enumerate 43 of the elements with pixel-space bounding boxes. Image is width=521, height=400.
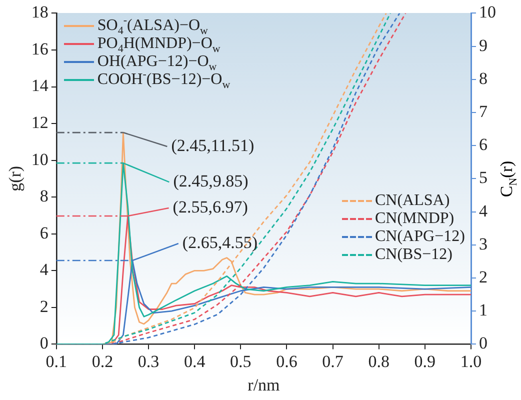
y2-tick-label: 1: [479, 300, 488, 320]
annotation: (2.45,9.85): [173, 172, 248, 191]
y-tick-label: 12: [31, 113, 48, 132]
y-tick-label: 4: [40, 260, 49, 280]
y2-tick-label: 3: [479, 234, 488, 254]
annotation: (2.65,4.55): [182, 233, 258, 252]
y-tick-label: 18: [31, 2, 48, 22]
x-tick-label: 0.2: [92, 352, 114, 371]
legend-label: CN(BS−12): [375, 246, 452, 264]
y-tick-label: 8: [40, 186, 48, 206]
x-tick-label: 0.4: [184, 352, 206, 371]
x-tick-label: 0.7: [322, 352, 344, 371]
y2-tick-label: 6: [479, 135, 488, 154]
y2-tick-label: 5: [479, 168, 488, 188]
x-tick-label: 0.5: [230, 352, 252, 371]
legend-label: SO$_{4}$$^{-}$(ALSA)−O$_{w}$: [97, 14, 208, 38]
x-tick-label: 0.1: [46, 352, 68, 371]
annotation: (2.55,6.97): [172, 198, 248, 216]
legend-label: CN(MNDP): [375, 210, 454, 228]
y2-tick-label: 10: [479, 2, 496, 22]
legend-label: CN(APG−12): [375, 228, 465, 246]
y2-tick-label: 8: [479, 68, 488, 88]
y-tick-label: 0: [40, 334, 48, 353]
y-tick-label: 16: [31, 39, 48, 58]
y-tick-label: 6: [40, 223, 48, 242]
y-tick-label: 2: [40, 296, 48, 316]
y2-tick-label: 0: [479, 334, 488, 353]
legend-label: PO$_{4}$H(MNDP)−O$_{w}$: [97, 35, 220, 56]
x-axis-title: r/nm: [248, 375, 280, 394]
legend-label: CN(ALSA): [375, 192, 450, 210]
y2-tick-label: 2: [479, 267, 488, 286]
x-tick-label: 0.6: [276, 352, 298, 371]
y-tick-label: 14: [31, 76, 49, 96]
y2-tick-label: 4: [479, 201, 488, 220]
y-axis-title: g(r): [6, 166, 25, 192]
x-tick-label: 0.8: [368, 352, 390, 371]
x-tick-label: 1.0: [460, 352, 482, 371]
annotation: (2.45,11.51): [171, 136, 254, 156]
y2-tick-label: 7: [479, 102, 488, 121]
y2-tick-label: 9: [479, 36, 488, 55]
x-tick-label: 0.9: [414, 352, 436, 371]
x-tick-label: 0.3: [138, 352, 160, 371]
y-tick-label: 10: [31, 150, 48, 169]
